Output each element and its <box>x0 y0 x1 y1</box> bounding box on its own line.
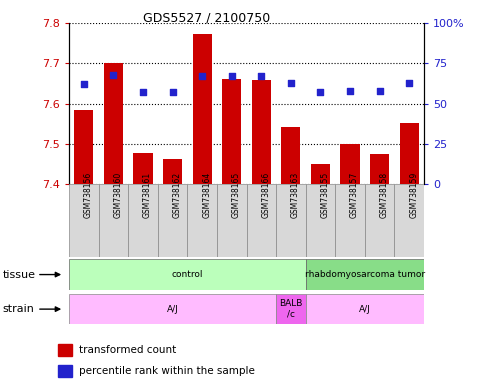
Text: GSM738160: GSM738160 <box>113 172 122 218</box>
Bar <box>306 294 424 324</box>
Text: tissue: tissue <box>2 270 35 280</box>
Point <box>257 73 265 79</box>
Text: GSM738157: GSM738157 <box>350 172 359 218</box>
Point <box>169 89 176 96</box>
Bar <box>128 184 158 257</box>
Point <box>287 79 295 86</box>
Bar <box>158 184 187 257</box>
Bar <box>69 184 99 257</box>
Text: rhabdomyosarcoma tumor: rhabdomyosarcoma tumor <box>305 270 425 279</box>
Bar <box>311 164 330 184</box>
Bar <box>306 184 335 257</box>
Bar <box>281 127 301 184</box>
Text: GSM738165: GSM738165 <box>232 172 241 218</box>
Text: strain: strain <box>2 304 35 314</box>
Bar <box>276 184 306 257</box>
Text: percentile rank within the sample: percentile rank within the sample <box>79 366 254 376</box>
Bar <box>104 63 123 184</box>
Bar <box>276 294 306 324</box>
Text: GSM738162: GSM738162 <box>173 172 181 218</box>
Text: GSM738158: GSM738158 <box>380 172 388 218</box>
Bar <box>252 80 271 184</box>
Point <box>228 73 236 79</box>
Bar <box>74 110 94 184</box>
Bar <box>370 154 389 184</box>
Bar <box>341 144 360 184</box>
Text: transformed count: transformed count <box>79 345 176 355</box>
Point <box>376 88 384 94</box>
Point <box>80 81 88 88</box>
Bar <box>58 344 72 356</box>
Point <box>139 89 147 96</box>
Text: A/J: A/J <box>167 305 178 314</box>
Point <box>109 71 117 78</box>
Text: control: control <box>172 270 203 279</box>
Text: BALB
/c: BALB /c <box>279 300 303 319</box>
Text: GDS5527 / 2100750: GDS5527 / 2100750 <box>143 12 271 25</box>
Bar <box>222 79 242 184</box>
Bar <box>69 294 276 324</box>
Bar <box>400 122 419 184</box>
Point <box>198 73 206 79</box>
Bar <box>69 259 306 290</box>
Bar <box>335 184 365 257</box>
Bar <box>187 184 217 257</box>
Bar <box>217 184 246 257</box>
Bar <box>58 365 72 377</box>
Text: GSM738163: GSM738163 <box>291 172 300 218</box>
Text: GSM738159: GSM738159 <box>409 172 418 218</box>
Text: GSM738156: GSM738156 <box>84 172 93 218</box>
Point <box>317 89 324 96</box>
Bar <box>163 159 182 184</box>
Text: GSM738161: GSM738161 <box>143 172 152 218</box>
Point <box>346 88 354 94</box>
Bar <box>394 184 424 257</box>
Text: GSM738164: GSM738164 <box>202 172 211 218</box>
Bar <box>133 153 153 184</box>
Text: GSM738155: GSM738155 <box>320 172 329 218</box>
Text: A/J: A/J <box>359 305 371 314</box>
Bar <box>246 184 276 257</box>
Point <box>405 79 413 86</box>
Bar <box>306 259 424 290</box>
Bar <box>99 184 128 257</box>
Bar <box>365 184 394 257</box>
Bar <box>192 34 212 184</box>
Text: GSM738166: GSM738166 <box>261 172 270 218</box>
